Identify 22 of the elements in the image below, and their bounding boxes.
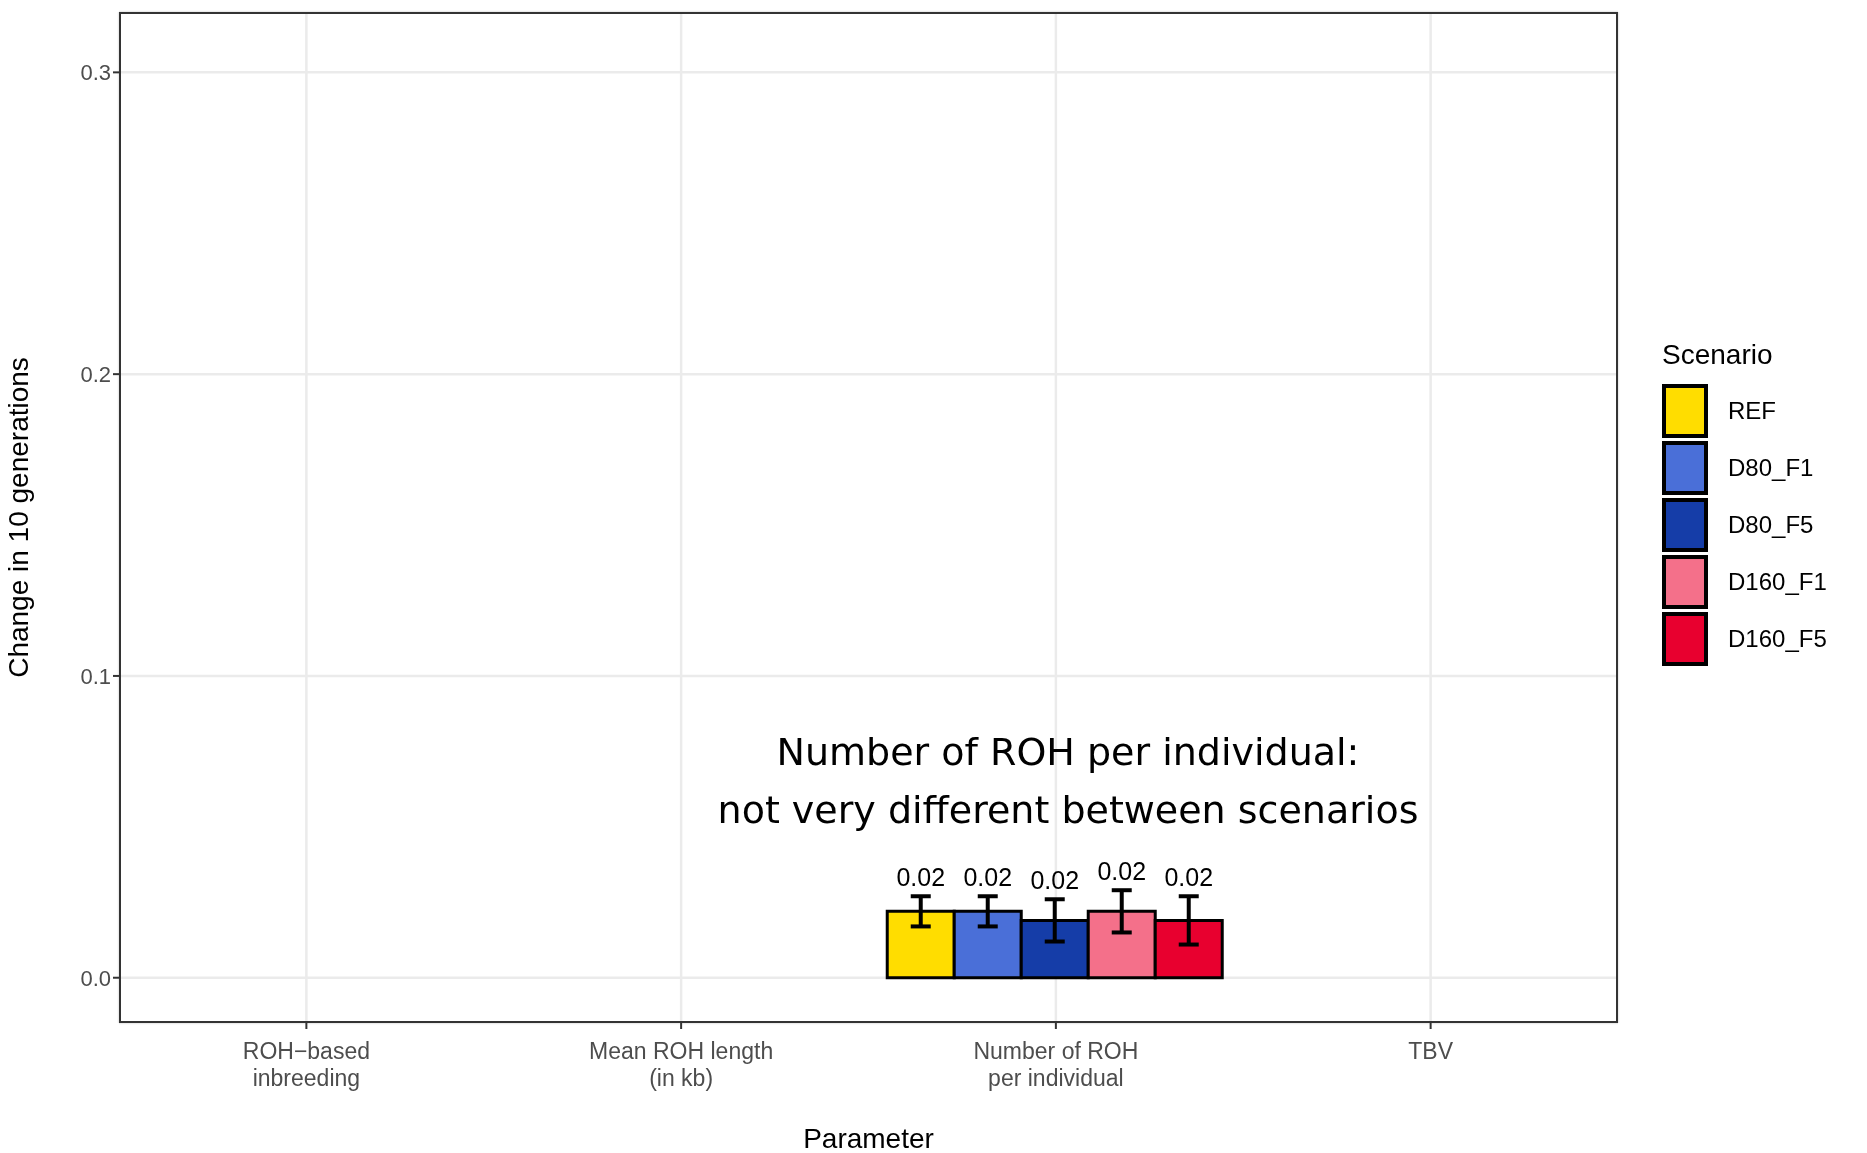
annotation: Number of ROH per individual: not very different between scenarios (716, 729, 1420, 834)
x-axis-title: Parameter (803, 1123, 934, 1153)
y-tick-label: 0.2 (80, 361, 111, 387)
data-label: 0.02 (963, 863, 1013, 892)
x-tick-label: ROH−based inbreeding (242, 1038, 370, 1091)
x-tick-label: TBV (1408, 1038, 1454, 1064)
data-label: 0.02 (1164, 863, 1214, 892)
legend-label: D160_F5 (1728, 625, 1827, 653)
data-label: 0.02 (896, 863, 946, 892)
x-tick-label: Mean ROH length (in kb) (589, 1038, 774, 1091)
y-axis-title: Change in 10 generations (2, 357, 34, 678)
legend-label: D160_F1 (1728, 568, 1827, 596)
legend-label: D80_F5 (1728, 511, 1814, 539)
data-label: 0.02 (1030, 866, 1080, 895)
y-tick-label: 0.1 (80, 663, 111, 689)
x-tick-label: Number of ROH per individual (973, 1038, 1139, 1091)
y-tick-label: 0.3 (80, 60, 111, 86)
legend-label: D80_F1 (1728, 454, 1814, 482)
y-tick-label: 0.0 (80, 965, 111, 991)
data-label: 0.02 (1097, 857, 1147, 886)
legend-label: REF (1728, 397, 1776, 425)
legend-title: Scenario (1662, 338, 1774, 371)
